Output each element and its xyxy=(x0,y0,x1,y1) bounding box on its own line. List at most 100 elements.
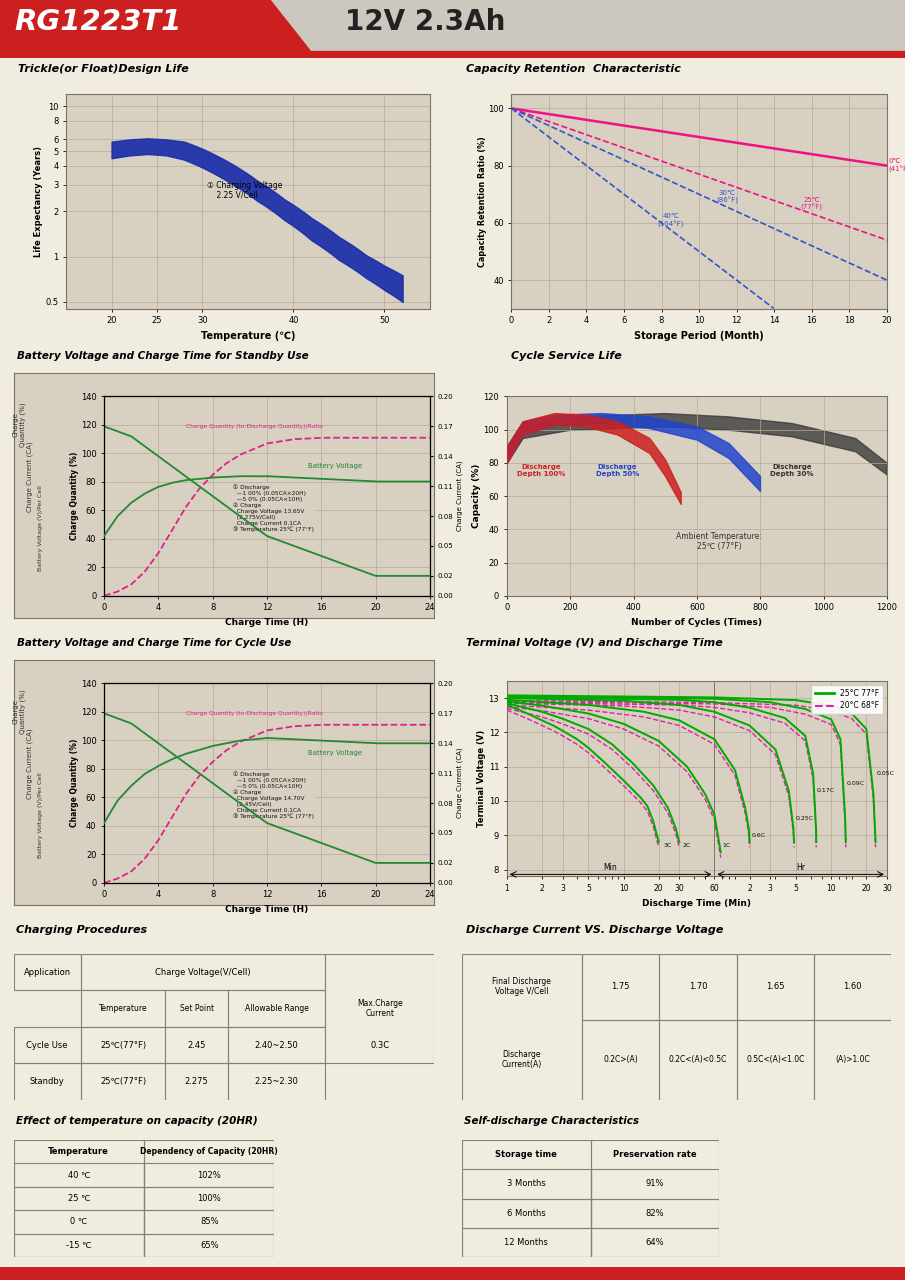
Text: 3C: 3C xyxy=(663,844,672,849)
Bar xyxy=(165,1027,228,1064)
Legend: 25°C 77°F, 20°C 68°F: 25°C 77°F, 20°C 68°F xyxy=(811,685,883,714)
Text: 12 Months: 12 Months xyxy=(504,1238,548,1247)
Text: Min: Min xyxy=(604,863,617,872)
Text: Final Discharge
Voltage V/Cell: Final Discharge Voltage V/Cell xyxy=(492,977,551,996)
Y-axis label: Terminal Voltage (V): Terminal Voltage (V) xyxy=(477,730,486,827)
Text: ① Discharge
  —1 00% (0.05CA×20H)
  —5 0% (0.05CA×10H)
② Charge
  Charge Voltage: ① Discharge —1 00% (0.05CA×20H) —5 0% (0… xyxy=(233,485,314,532)
Text: ① Charging Voltage
    2.25 V/Cell: ① Charging Voltage 2.25 V/Cell xyxy=(207,180,282,200)
Bar xyxy=(14,954,81,991)
Text: Charge Quantity (to-Discharge Quantity)(Ratio: Charge Quantity (to-Discharge Quantity)(… xyxy=(186,424,322,429)
Bar xyxy=(144,1140,274,1257)
Bar xyxy=(165,1064,228,1100)
Bar xyxy=(144,1164,274,1187)
Text: Charge Voltage(V/Cell): Charge Voltage(V/Cell) xyxy=(155,968,251,977)
Text: 85%: 85% xyxy=(200,1217,219,1226)
Text: Battery Voltage and Charge Time for Standby Use: Battery Voltage and Charge Time for Stan… xyxy=(16,351,308,361)
Text: 0.6C: 0.6C xyxy=(752,833,766,838)
Text: 1.70: 1.70 xyxy=(689,982,707,991)
Text: 12V 2.3Ah: 12V 2.3Ah xyxy=(345,8,505,36)
Text: 25 ℃: 25 ℃ xyxy=(68,1194,90,1203)
Text: Discharge Current VS. Discharge Voltage: Discharge Current VS. Discharge Voltage xyxy=(466,925,723,934)
Bar xyxy=(462,1228,590,1257)
Bar xyxy=(81,954,325,991)
X-axis label: Charge Time (H): Charge Time (H) xyxy=(225,905,309,914)
Text: Discharge
Depth 100%: Discharge Depth 100% xyxy=(518,465,566,477)
Text: (A)>1.0C: (A)>1.0C xyxy=(835,1055,870,1064)
Text: 0.2C>(A): 0.2C>(A) xyxy=(604,1055,638,1064)
Text: 25℃(77°F): 25℃(77°F) xyxy=(100,1076,146,1085)
Bar xyxy=(590,1170,719,1198)
Text: 3 Months: 3 Months xyxy=(507,1179,546,1188)
Text: Discharge
Depth 30%: Discharge Depth 30% xyxy=(770,465,814,477)
Text: Charge Current (CA): Charge Current (CA) xyxy=(26,440,33,512)
Text: Trickle(or Float)Design Life: Trickle(or Float)Design Life xyxy=(18,64,188,74)
Text: Charge
Quantity (%): Charge Quantity (%) xyxy=(13,690,25,735)
Text: Battery Voltage: Battery Voltage xyxy=(308,750,362,755)
Bar xyxy=(325,954,434,1064)
Bar xyxy=(590,1228,719,1257)
Text: 2.40~2.50: 2.40~2.50 xyxy=(254,1041,299,1050)
Text: 64%: 64% xyxy=(645,1238,664,1247)
Bar xyxy=(14,1234,144,1257)
Text: Terminal Voltage (V) and Discharge Time: Terminal Voltage (V) and Discharge Time xyxy=(466,637,722,648)
Bar xyxy=(590,1198,719,1228)
Y-axis label: Charge Quantity (%): Charge Quantity (%) xyxy=(71,739,80,827)
X-axis label: Temperature (℃): Temperature (℃) xyxy=(201,332,295,340)
Bar xyxy=(737,954,814,1020)
Text: 1C: 1C xyxy=(722,844,730,849)
Text: Max.Charge
Current: Max.Charge Current xyxy=(357,998,403,1019)
Bar xyxy=(14,1210,144,1234)
Text: Application: Application xyxy=(24,968,71,977)
Text: 1.65: 1.65 xyxy=(767,982,785,991)
Bar xyxy=(14,1064,81,1100)
Text: 0.3C: 0.3C xyxy=(370,1041,389,1050)
Bar xyxy=(14,1164,144,1187)
Text: 2C: 2C xyxy=(682,844,691,849)
Text: Temperature: Temperature xyxy=(48,1147,110,1156)
Text: Capacity Retention  Characteristic: Capacity Retention Characteristic xyxy=(466,64,681,74)
Bar xyxy=(582,954,659,1020)
X-axis label: Number of Cycles (Times): Number of Cycles (Times) xyxy=(632,618,762,627)
Text: Storage time: Storage time xyxy=(495,1151,557,1160)
Bar xyxy=(659,1020,737,1100)
Text: 1.75: 1.75 xyxy=(612,982,630,991)
Bar xyxy=(81,1027,165,1064)
Bar xyxy=(14,1140,144,1257)
Text: Set Point: Set Point xyxy=(179,1004,214,1012)
Y-axis label: Charge Quantity (%): Charge Quantity (%) xyxy=(71,452,80,540)
Y-axis label: Life Expectancy (Years): Life Expectancy (Years) xyxy=(33,146,43,257)
Bar xyxy=(14,1027,81,1064)
Text: Allowable Range: Allowable Range xyxy=(244,1004,309,1012)
Text: Charge
Quantity (%): Charge Quantity (%) xyxy=(13,402,25,447)
Text: Charge Quantity (to-Discharge Quantity)(Ratio: Charge Quantity (to-Discharge Quantity)(… xyxy=(186,710,322,716)
Text: 1.60: 1.60 xyxy=(843,982,862,991)
Text: 100%: 100% xyxy=(197,1194,221,1203)
Text: -15 ℃: -15 ℃ xyxy=(66,1240,91,1249)
Text: 2.275: 2.275 xyxy=(185,1076,208,1085)
Text: 0.05C: 0.05C xyxy=(876,771,894,776)
Text: 82%: 82% xyxy=(645,1208,664,1217)
Text: 91%: 91% xyxy=(646,1179,664,1188)
Bar xyxy=(81,1064,165,1100)
Bar xyxy=(81,991,165,1027)
Bar xyxy=(228,1064,325,1100)
Text: 0.25C: 0.25C xyxy=(795,815,814,820)
Bar xyxy=(462,954,582,1100)
Text: Charge Current (CA): Charge Current (CA) xyxy=(26,728,33,799)
Bar xyxy=(814,954,891,1020)
Bar xyxy=(144,1210,274,1234)
Text: 65%: 65% xyxy=(200,1240,219,1249)
Text: Effect of temperature on capacity (20HR): Effect of temperature on capacity (20HR) xyxy=(16,1116,258,1126)
Text: 2.25~2.30: 2.25~2.30 xyxy=(254,1076,299,1085)
Bar xyxy=(582,1020,659,1100)
Text: Dependency of Capacity (20HR): Dependency of Capacity (20HR) xyxy=(140,1147,278,1156)
Text: Battery Voltage: Battery Voltage xyxy=(308,462,362,468)
Bar xyxy=(228,991,325,1027)
Text: Cycle Use: Cycle Use xyxy=(26,1041,68,1050)
X-axis label: Storage Period (Month): Storage Period (Month) xyxy=(634,332,764,340)
Text: 40 ℃: 40 ℃ xyxy=(68,1171,90,1180)
Bar xyxy=(462,1170,590,1198)
Text: ① Discharge
  —1 00% (0.05CA×20H)
  —5 0% (0.05CA×10H)
② Charge
  Charge Voltage: ① Discharge —1 00% (0.05CA×20H) —5 0% (0… xyxy=(233,772,314,819)
Bar xyxy=(737,1020,814,1100)
Text: 102%: 102% xyxy=(197,1171,221,1180)
